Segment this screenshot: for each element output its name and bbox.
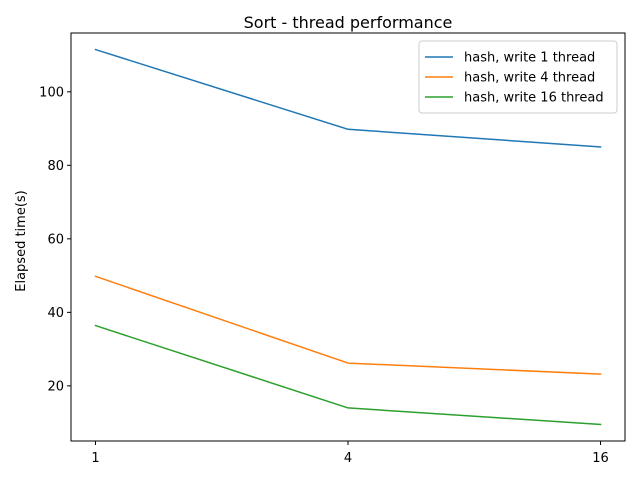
series-layer: [94, 48, 602, 426]
y-tick-label: 20: [47, 379, 64, 394]
y-axis-title: Elapsed time(s): [14, 190, 29, 292]
legend-label-1: hash, write 1 thread: [464, 51, 595, 66]
series-line-3: [94, 324, 602, 426]
plot-area-frame: [70, 32, 626, 442]
y-tick-label: 60: [47, 232, 64, 247]
y-axis-ticks: 20 40 60 80 100: [39, 85, 71, 394]
y-tick-label: 40: [47, 306, 64, 321]
legend-items: hash, write 1 thread hash, write 4 thread…: [425, 51, 604, 106]
legend-label-3: hash, write 16 thread: [464, 91, 604, 106]
series-line-2: [94, 275, 602, 375]
legend: hash, write 1 thread hash, write 4 thread…: [418, 40, 618, 114]
x-tick-label: 4: [344, 451, 352, 466]
series-line-1: [94, 48, 602, 148]
chart-title: Sort - thread performance: [244, 13, 453, 32]
legend-label-2: hash, write 4 thread: [464, 71, 595, 86]
y-tick-label: 80: [47, 159, 64, 174]
y-tick-label: 100: [39, 85, 64, 100]
x-tick-label: 1: [91, 451, 99, 466]
legend-box: [418, 40, 618, 114]
x-tick-label: 16: [592, 451, 609, 466]
x-axis-ticks: 1 4 16: [91, 441, 609, 466]
